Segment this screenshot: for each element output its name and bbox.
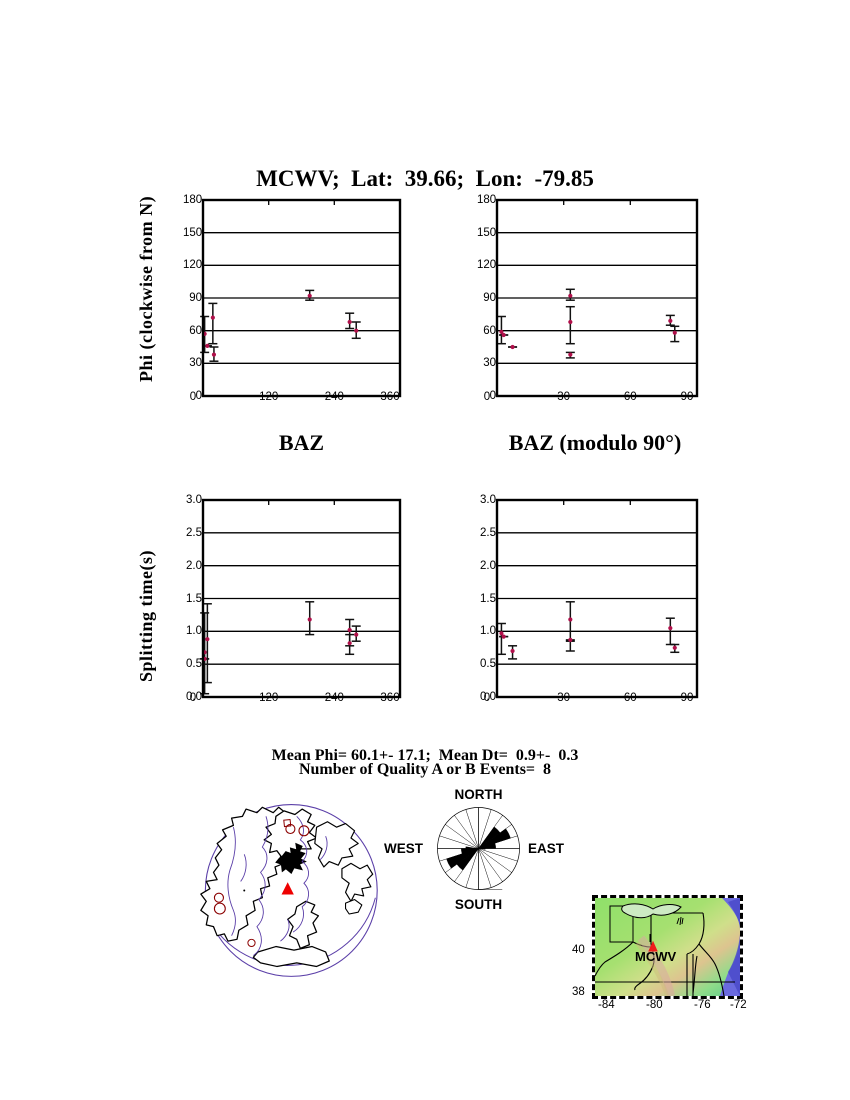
svg-text:MCWV: MCWV bbox=[635, 949, 676, 964]
